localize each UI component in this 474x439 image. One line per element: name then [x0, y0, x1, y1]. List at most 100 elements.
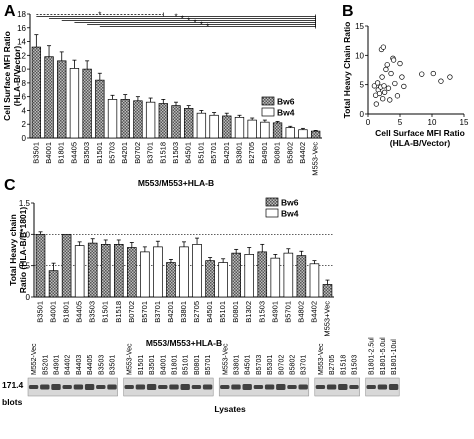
bar — [231, 252, 241, 298]
bar — [140, 251, 150, 298]
bar — [283, 252, 294, 298]
panel-a-label: A — [4, 3, 16, 20]
blot-band — [338, 384, 348, 390]
legend-swatch — [261, 96, 275, 106]
scatter-point — [430, 70, 436, 77]
significance-star: * — [187, 17, 190, 26]
category-label: B1503 — [171, 142, 180, 164]
blot-strip — [123, 377, 214, 397]
bar — [184, 108, 194, 139]
y-tick-label: 1.0 — [19, 230, 31, 239]
panel-c-label: C — [4, 177, 16, 194]
x-tick-label: 15 — [460, 118, 469, 127]
blot-strip — [27, 377, 118, 397]
category-label: M553+Vec — [322, 301, 331, 337]
scatter-point — [388, 70, 394, 77]
bar — [310, 130, 321, 139]
y-axis-title: Ratio (HLA-B/B*1801) — [18, 207, 28, 294]
blot-band — [107, 384, 117, 390]
category-label: B3801 — [179, 301, 188, 323]
blot-lane-label: M552-Vec — [31, 343, 38, 375]
bar — [31, 46, 42, 139]
category-label: B4201 — [166, 301, 175, 323]
x-axis-title: (HLA-B/Vector) — [390, 138, 451, 148]
x-axis-title: M553/M553+HLA-B — [138, 178, 214, 188]
blot-lane-label: B1518 — [340, 355, 347, 375]
category-label: B3701 — [146, 142, 155, 164]
blot-lane-label: B5101 — [183, 355, 190, 375]
bar — [95, 79, 105, 139]
scatter-point — [383, 66, 389, 73]
category-label: B1501 — [101, 301, 110, 323]
bar — [247, 119, 257, 139]
x-tick-label: 0 — [366, 118, 371, 127]
blot-band — [135, 384, 146, 390]
blot-lane-label: B3501 — [110, 355, 117, 375]
blot-lane-label: B0702 — [278, 355, 285, 375]
bar — [61, 233, 72, 298]
category-label: B4901 — [260, 142, 269, 164]
blot-strip — [314, 377, 360, 397]
scatter-point — [384, 62, 390, 68]
legend-swatch — [265, 197, 279, 207]
category-label: B0801 — [273, 142, 282, 164]
x-tick-label: 5 — [398, 118, 403, 127]
x-tick-label: 10 — [428, 118, 437, 127]
category-label: B3701 — [153, 301, 162, 323]
scatter-point — [374, 80, 381, 86]
blot-lane-label: B1503 — [352, 355, 359, 375]
blot-band — [287, 385, 297, 389]
scatter-point — [381, 89, 388, 95]
blot-band — [96, 385, 106, 389]
legend-label: Bw4 — [281, 209, 299, 219]
category-label: B4001 — [49, 301, 58, 323]
blot-lane-label: B1801-2.5ul — [369, 337, 376, 375]
category-label: B4001 — [44, 142, 53, 164]
blot-lane-label: B4405 — [87, 355, 94, 375]
blot-band — [84, 384, 95, 390]
category-label: B1503 — [257, 301, 266, 323]
significance-star: * — [193, 19, 196, 28]
bar — [74, 245, 85, 298]
scatter-point — [392, 80, 398, 87]
blot-band — [62, 385, 72, 389]
y-tick-label: 10 — [355, 51, 364, 60]
blot-lane-label: B5802 — [290, 355, 297, 375]
bar — [179, 246, 189, 298]
bar — [145, 101, 156, 139]
blot-band — [326, 384, 337, 390]
blot-band — [180, 384, 190, 390]
category-label: B1801 — [62, 301, 71, 323]
y-axis-title: Total Heavy Chain Ratio — [342, 22, 352, 119]
bar — [127, 247, 137, 298]
category-label: B4201 — [222, 142, 231, 164]
category-label: B5701 — [209, 142, 218, 164]
x-axis-title: Cell Surface MFI Ratio — [375, 128, 465, 138]
blot-lane-label: B1501 — [138, 355, 145, 375]
bar — [120, 99, 130, 139]
scatter-point — [438, 78, 444, 84]
scatter-point — [380, 44, 387, 50]
blot-lane-label: B2705 — [329, 355, 336, 375]
category-label: B3501 — [31, 142, 40, 164]
significance-star: * — [206, 23, 209, 32]
significance-star: * — [174, 13, 177, 22]
blot-band — [377, 384, 388, 390]
blot-lane-label: B5201 — [42, 355, 49, 375]
bar — [272, 122, 283, 139]
y-tick-label: 0 — [22, 134, 27, 143]
bar — [196, 112, 207, 139]
category-label: B2705 — [192, 301, 201, 323]
bar — [133, 100, 143, 139]
y-axis-title: Total Heavy chain — [8, 214, 18, 286]
y-tick-label: 15 — [355, 22, 364, 31]
blot-lane-label: B0801 — [194, 355, 201, 375]
y-tick-label: 5 — [360, 81, 365, 90]
blot-lane-label: B4901 — [54, 355, 61, 375]
blot-band — [366, 385, 376, 389]
blot-row-sublabel: blots — [2, 397, 23, 407]
bar — [35, 233, 46, 298]
bar — [44, 56, 54, 139]
blot-band — [231, 384, 241, 390]
